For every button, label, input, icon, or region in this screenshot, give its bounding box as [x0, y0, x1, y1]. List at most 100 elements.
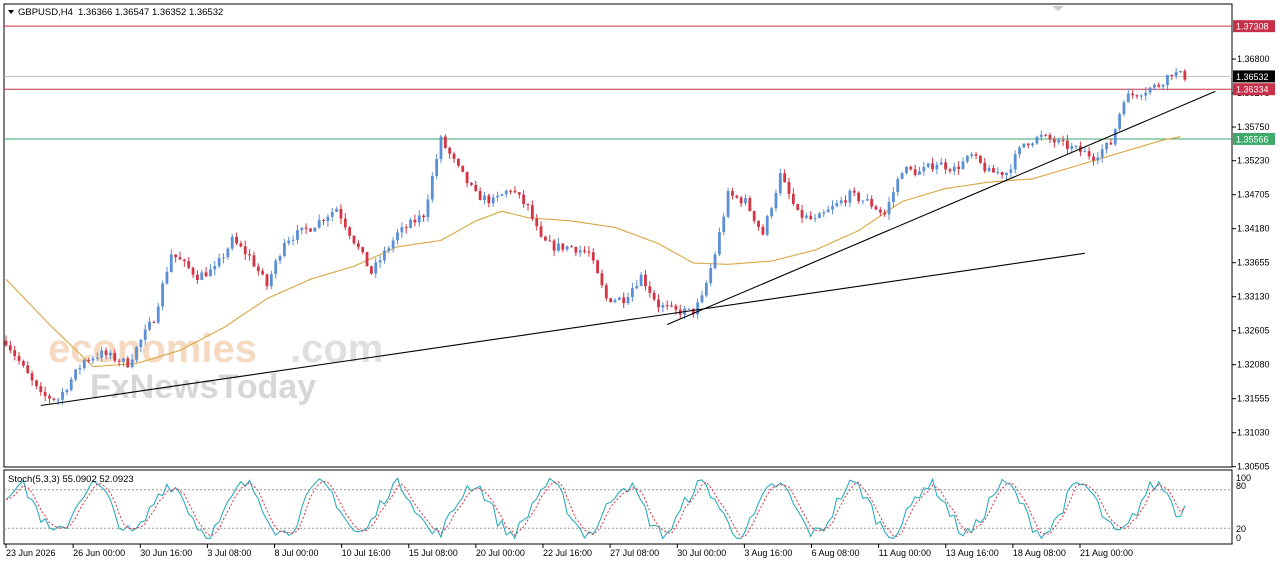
candle-body	[765, 216, 769, 235]
candle-body	[383, 250, 386, 261]
candle	[1109, 138, 1113, 145]
candle-body	[1113, 128, 1117, 145]
candle	[552, 239, 556, 257]
candle-body	[496, 195, 499, 198]
candle	[665, 300, 669, 310]
candle	[1039, 130, 1043, 141]
candle	[1179, 70, 1182, 74]
candle-body	[1148, 87, 1152, 93]
candle	[548, 234, 552, 242]
x-tick-label: 3 Aug 16:00	[744, 548, 792, 558]
candle	[883, 209, 887, 217]
candle-body	[522, 194, 526, 204]
candle	[287, 236, 291, 246]
candle	[922, 161, 926, 176]
x-tick-label: 11 Aug 00:00	[879, 548, 931, 558]
candle-body	[526, 203, 530, 206]
x-tick-label: 13 Aug 16:00	[946, 548, 999, 558]
candle	[296, 224, 299, 244]
candle	[400, 222, 404, 239]
candle	[283, 238, 286, 258]
candle	[661, 302, 665, 313]
candle	[648, 281, 652, 298]
collapse-triangle-icon[interactable]	[8, 10, 14, 14]
candle-body	[731, 191, 734, 196]
candle-body	[461, 165, 465, 172]
candle-body	[617, 297, 621, 300]
candle-body	[826, 209, 830, 213]
candle	[1035, 135, 1039, 145]
candle	[800, 204, 804, 224]
candle-body	[230, 236, 234, 249]
candle	[1066, 134, 1069, 155]
candle	[583, 246, 586, 254]
candle-body	[161, 283, 164, 307]
candle-body	[761, 226, 765, 235]
candle-body	[800, 209, 804, 218]
candle	[931, 157, 934, 173]
candle	[448, 146, 452, 159]
candle	[965, 154, 969, 164]
candle	[443, 134, 447, 149]
candle	[878, 207, 882, 217]
candle-body	[287, 240, 291, 244]
candle-body	[626, 297, 630, 304]
candle	[143, 324, 147, 346]
candle-body	[356, 243, 360, 248]
candle	[813, 214, 817, 223]
candle-body	[152, 321, 156, 323]
candle-body	[961, 161, 965, 169]
candle-body	[487, 195, 491, 204]
candle-body	[148, 321, 151, 330]
candle	[557, 237, 560, 253]
scroll-marker-icon[interactable]	[1052, 6, 1064, 11]
candle-body	[878, 209, 882, 213]
candle	[839, 197, 843, 206]
candle-body	[443, 136, 447, 148]
candle-body	[1039, 134, 1043, 137]
candle	[1031, 142, 1034, 148]
candle	[1009, 164, 1013, 178]
candle-body	[500, 194, 504, 196]
time-axis[interactable]: 23 Jun 2026 26 Jun 00:00 30 Jun 16:00 3 Jul…	[5, 544, 1133, 558]
candle	[126, 355, 130, 369]
candle-body	[665, 305, 669, 307]
candle	[396, 228, 399, 245]
candle-body	[609, 298, 613, 303]
x-tick-label: 21 Aug 00:00	[1080, 548, 1133, 558]
candle	[735, 194, 739, 199]
candle-body	[365, 252, 369, 267]
candle-body	[335, 208, 338, 212]
price-axis[interactable]: 1.368001.362751.357501.352301.347051.341…	[1232, 54, 1270, 472]
candle-body	[400, 227, 404, 233]
level-tag-label: 1.37308	[1236, 22, 1269, 32]
candle	[722, 213, 726, 236]
candle-body	[918, 171, 921, 175]
candle-body	[1174, 71, 1178, 76]
level-tags: 1.37308 1.36532 1.36334 1.35566	[1233, 20, 1275, 145]
candle	[526, 203, 530, 211]
candle-body	[217, 258, 221, 267]
candle	[439, 135, 443, 164]
candle-body	[652, 292, 656, 300]
candle-body	[265, 274, 269, 287]
candle	[748, 195, 752, 212]
candle-body	[82, 360, 86, 369]
candle	[65, 388, 69, 396]
candle-body	[909, 166, 913, 170]
candle	[1018, 145, 1021, 159]
candle-body	[352, 235, 356, 244]
candle	[483, 191, 486, 205]
candle	[1131, 90, 1135, 99]
trendlines	[40, 90, 1216, 407]
candle-body	[100, 350, 104, 358]
candle	[109, 350, 112, 360]
candle-body	[1179, 71, 1182, 73]
candle	[892, 187, 895, 208]
candle	[39, 382, 43, 396]
candle	[787, 177, 791, 200]
candle	[1052, 136, 1056, 148]
candle	[718, 227, 721, 257]
candle-body	[735, 195, 739, 198]
